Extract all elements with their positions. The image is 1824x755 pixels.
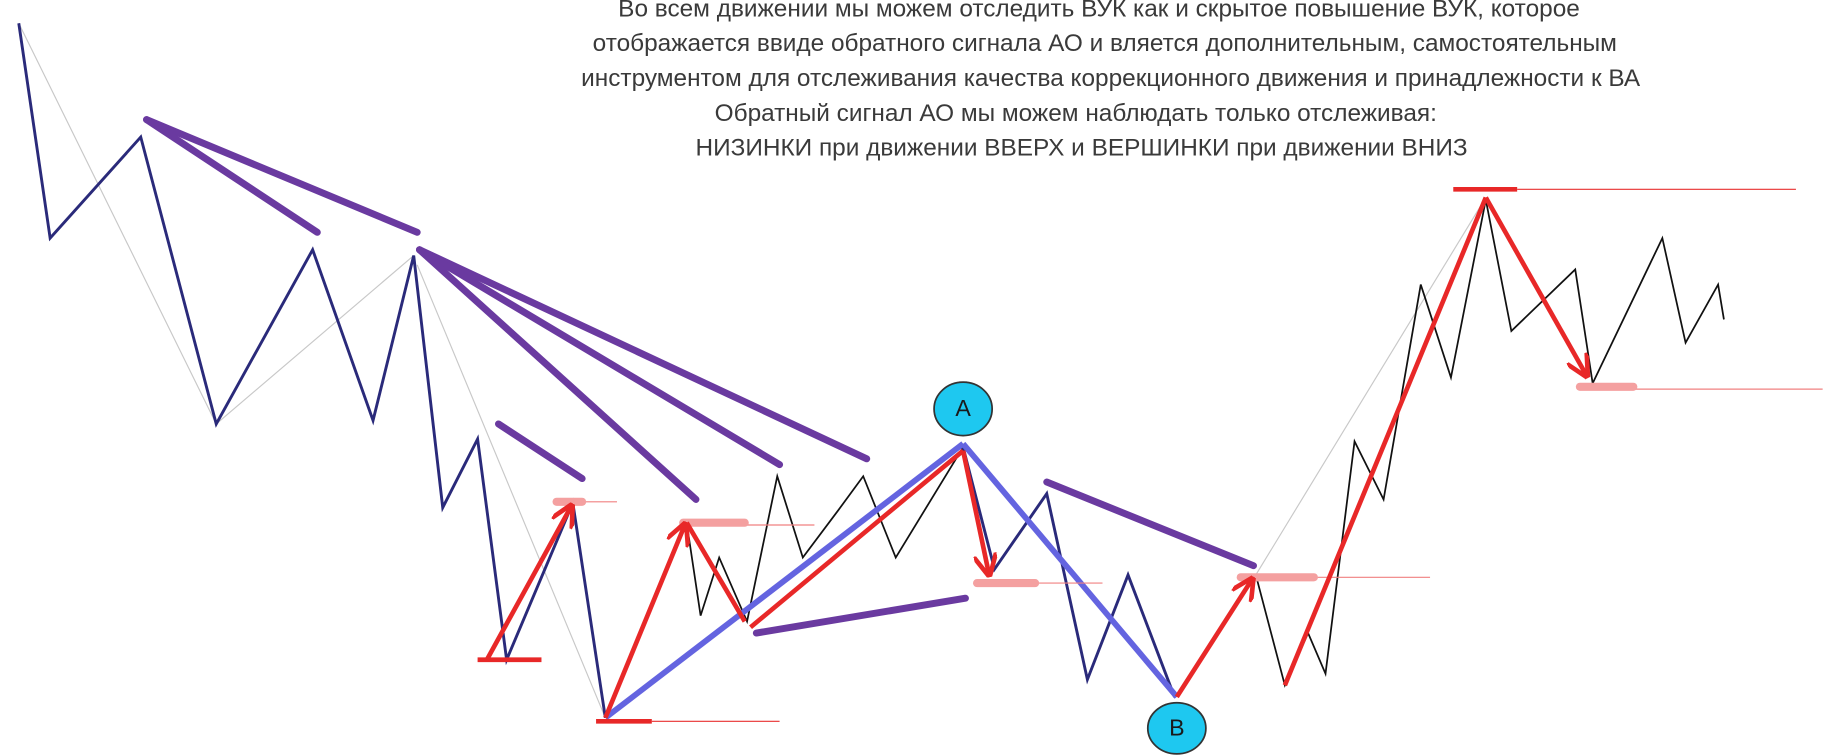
wave [17, 23, 607, 719]
arrows [484, 196, 1586, 719]
trend [1043, 478, 1257, 570]
trend [752, 594, 969, 637]
point-a: A [933, 381, 994, 437]
label: A [955, 395, 971, 421]
trend-lines [143, 116, 1257, 637]
wave [685, 446, 964, 625]
caption-line: Во всем движении мы можем отследить ВУК … [618, 0, 1580, 22]
point-b: B [1146, 701, 1207, 755]
ab-legs [603, 441, 1180, 721]
levels [477, 187, 1823, 724]
wave [1254, 199, 1725, 688]
arrow [1483, 196, 1586, 374]
trend [416, 246, 700, 503]
marker [1146, 701, 1207, 755]
caption-line: Обратный сигнал АО мы можем наблюдать то… [715, 100, 1437, 127]
leg [960, 441, 1180, 699]
caption-line: отображается ввиде обратного сигнала АО … [593, 30, 1617, 57]
guide [416, 264, 606, 719]
trend [143, 116, 421, 236]
caption-line: НИЗИНКИ при движении ВВЕРХ и ВЕРШИНКИ пр… [696, 135, 1468, 162]
arrow [1282, 196, 1488, 687]
label: B [1169, 715, 1185, 741]
marker [933, 381, 994, 437]
arrow [484, 508, 571, 661]
trend [495, 420, 586, 483]
arrow [684, 521, 747, 623]
trend [143, 116, 321, 236]
arrow [960, 450, 989, 573]
caption-line: инструментом для отслеживания качества к… [581, 65, 1641, 92]
caption: Во всем движении мы можем отследить ВУК … [581, 0, 1641, 162]
trend [416, 246, 784, 469]
arrow [603, 526, 684, 719]
guide [1255, 197, 1487, 576]
leg [603, 441, 965, 721]
wave [961, 446, 1176, 698]
arrow [1174, 581, 1251, 699]
arrow [749, 448, 965, 630]
price [17, 23, 1725, 719]
trend [416, 246, 871, 463]
